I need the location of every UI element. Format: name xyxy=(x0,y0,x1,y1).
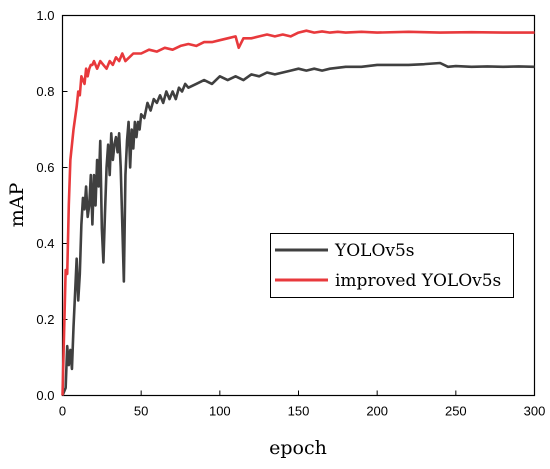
series-line-improved-yolov5s xyxy=(61,29,535,396)
x-tick-label: 200 xyxy=(366,404,388,419)
y-tick-label: 0.2 xyxy=(36,312,54,327)
x-tick-label: 300 xyxy=(524,404,546,419)
axis-ticks: 0 50 100 150 200 250 300 0.0 0.2 0.4 0.6 0.8 1.0 xyxy=(36,8,545,419)
plot-frame xyxy=(61,14,536,397)
legend-box xyxy=(270,233,514,298)
series-layer xyxy=(61,29,535,396)
x-tick-label: 50 xyxy=(134,404,148,419)
legend-label-improved-yolov5s: improved YOLOv5s xyxy=(335,271,501,291)
y-tick-label: 0.0 xyxy=(36,388,54,403)
x-tick-label: 250 xyxy=(445,404,467,419)
legend-label-yolov5s: YOLOv5s xyxy=(334,241,415,261)
y-axis-title: mAP xyxy=(6,183,28,228)
x-tick-label: 150 xyxy=(288,404,310,419)
y-tick-label: 1.0 xyxy=(36,8,54,23)
x-axis-title: epoch xyxy=(269,437,327,459)
legend: YOLOv5s improved YOLOv5s xyxy=(270,233,514,298)
y-tick-label: 0.4 xyxy=(36,236,54,251)
y-tick-label: 0.6 xyxy=(36,160,54,175)
y-tick-label: 0.8 xyxy=(36,84,54,99)
series-line-yolov5s xyxy=(61,61,535,396)
x-tick-label: 100 xyxy=(209,404,231,419)
x-tick-label: 0 xyxy=(59,404,66,419)
